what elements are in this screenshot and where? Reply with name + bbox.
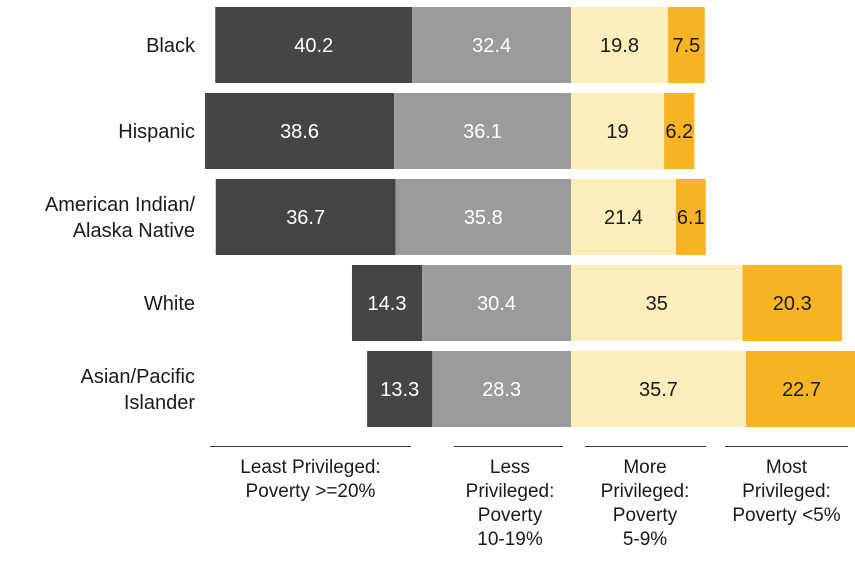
data-label: 7.5 [672, 35, 700, 57]
bar-segment [571, 93, 665, 169]
legend-label: More Privileged: Poverty 5-9% [600, 457, 690, 550]
bar-segment [668, 7, 705, 83]
data-label: 19 [606, 121, 628, 143]
category-label: Hispanic [118, 121, 195, 143]
legend-label: Least Privileged: Poverty >=20% [240, 457, 381, 502]
data-label: 30.4 [477, 293, 516, 315]
legend-rule [585, 446, 706, 447]
data-label: 40.2 [294, 35, 333, 57]
data-label: 6.2 [665, 121, 693, 143]
data-label: 38.6 [280, 121, 319, 143]
bar-segment [395, 179, 571, 255]
bar-segment [204, 93, 395, 169]
legend-label: Less Privileged: Poverty 10-19% [465, 457, 555, 550]
bar-segment [351, 265, 423, 341]
data-label: 22.7 [782, 379, 821, 401]
bar-segment [571, 265, 743, 341]
legend-rule [725, 446, 848, 447]
category-label: White [144, 293, 195, 315]
data-label: 21.4 [604, 207, 643, 229]
bar-segment [571, 351, 746, 427]
bar-segment [745, 351, 855, 427]
data-label: 28.3 [482, 379, 521, 401]
data-label: 14.3 [368, 293, 407, 315]
legend-rule [210, 446, 411, 447]
bar-segment [571, 179, 676, 255]
legend-label: Most Privileged: Poverty <5% [732, 457, 841, 526]
data-label: 19.8 [600, 35, 639, 57]
bar-segment [412, 7, 571, 83]
category-label: Asian/Pacific Islander [81, 366, 196, 414]
data-label: 13.3 [380, 379, 419, 401]
category-label: Black [146, 35, 196, 57]
bar-segment [571, 7, 669, 83]
data-label: 35 [646, 293, 668, 315]
bar-segment [432, 351, 571, 427]
data-label: 32.4 [472, 35, 511, 57]
bar-segment [215, 7, 413, 83]
data-label: 35.8 [464, 207, 503, 229]
data-label: 36.1 [463, 121, 502, 143]
bar-segment [664, 93, 695, 169]
data-label: 20.3 [773, 293, 812, 315]
data-label: 6.1 [677, 207, 705, 229]
data-label: 36.7 [286, 207, 325, 229]
bar-segment [215, 179, 396, 255]
bar-segment [422, 265, 571, 341]
data-label: 35.7 [639, 379, 678, 401]
bar-segment [367, 351, 433, 427]
category-label: American Indian/Alaska Native [45, 194, 196, 242]
bar-segment [742, 265, 842, 341]
legend-rule [454, 446, 563, 447]
bar-segment [675, 179, 706, 255]
bar-segment [394, 93, 571, 169]
